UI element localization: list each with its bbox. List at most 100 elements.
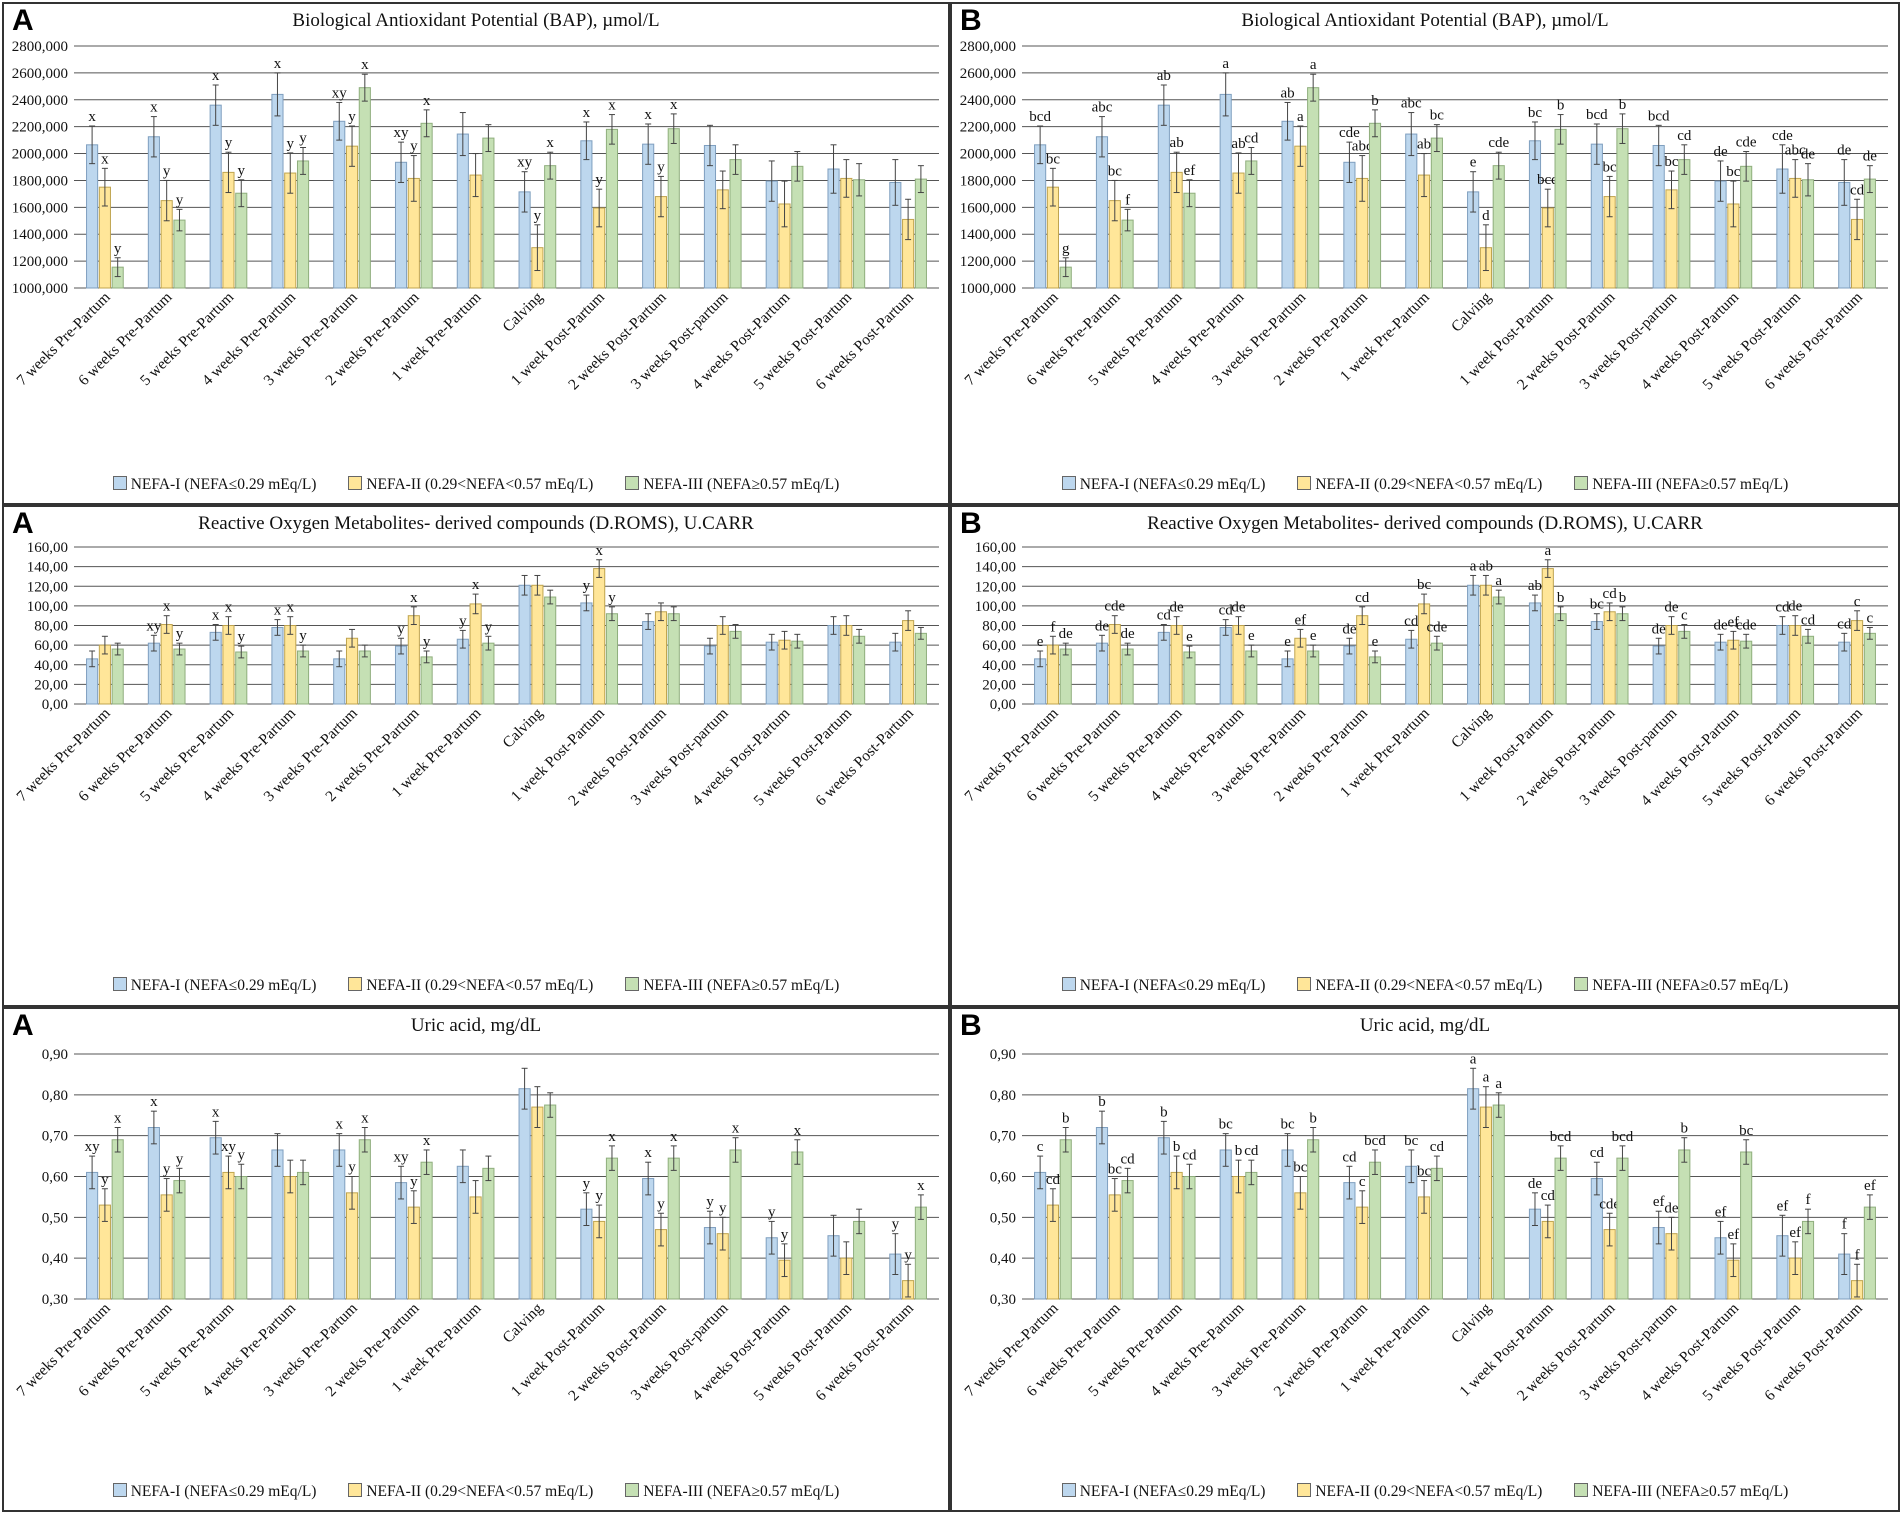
significance-letter: a [1470,558,1477,574]
significance-letter: ab [1528,578,1542,594]
legend-item-nefa1: NEFA-I (NEFA≤0.29 mEq/L) [112,476,316,494]
significance-letter: y [423,634,431,650]
chart-title: Biological Antioxidant Potential (BAP), … [1241,10,1609,31]
significance-letter: y [410,1174,418,1190]
bar [173,1180,186,1300]
y-tick-label: 0,90 [42,1047,68,1063]
significance-letter: de [1652,621,1667,637]
significance-letter: x [335,1117,343,1133]
y-tick-label: 80,00 [982,619,1016,635]
y-tick-label: 0,40 [42,1251,68,1267]
significance-letter: a [1297,109,1304,125]
significance-letter: a [1470,1051,1477,1067]
significance-letter: de [1528,1176,1543,1192]
y-tick-label: 40,00 [34,658,68,674]
bar [147,642,160,705]
bar [271,626,284,705]
bar [531,584,544,705]
bar [544,596,557,705]
panel-label: A [12,507,34,540]
legend-item-nefa1: NEFA-I (NEFA≤0.29 mEq/L) [112,977,316,995]
significance-letter: x [150,100,158,116]
y-tick-label: 1200,000 [12,254,68,270]
significance-letter: de [1664,600,1679,616]
y-tick-label: 0,50 [990,1210,1016,1226]
significance-letter: de [1059,626,1074,642]
bar [333,120,346,289]
significance-letter: c [1854,594,1861,610]
significance-letter: y [410,139,418,155]
legend-swatch [1297,977,1312,991]
significance-letter: y [287,136,295,152]
significance-letter: bc [1417,577,1432,593]
bar [1095,136,1109,289]
significance-letter: ab [1170,135,1184,151]
bar [394,1182,408,1300]
bar [222,625,235,705]
bar [853,635,866,705]
bar [1467,584,1480,705]
legend-item-nefa2: NEFA-II (0.29<NEFA<0.57 mEq/L) [348,476,593,494]
bar [1294,637,1307,705]
significance-letter: x [644,1145,652,1161]
significance-letter: bc [1528,105,1543,121]
significance-letter: cd [1244,1143,1259,1159]
significance-letter: ab [1280,85,1294,101]
legend-label: NEFA-II (0.29<NEFA<0.57 mEq/L) [366,1483,594,1500]
bar [1851,620,1864,705]
bar [1157,104,1170,289]
significance-letter: y [485,619,493,635]
bar [111,648,124,705]
significance-letter: ef [1715,1204,1727,1220]
bar [1678,630,1691,705]
significance-letter: xy [394,1149,410,1165]
y-tick-label: 60,00 [34,638,68,654]
y-tick-label: 160,00 [975,540,1016,556]
bar [456,638,469,705]
significance-letter: de [1121,626,1136,642]
significance-letter: bcd [1364,1133,1386,1149]
significance-letter: bc [1293,1160,1308,1176]
y-tick-label: 2600,000 [960,66,1016,82]
y-tick-label: 120,00 [27,579,68,595]
significance-letter: de [1837,143,1852,159]
significance-letter: bc [1108,163,1123,179]
significance-letter: bc [1108,1162,1123,1178]
bar [544,1104,557,1300]
bar [605,613,619,705]
bar [1183,192,1196,289]
bar [1492,596,1505,705]
significance-letter: abc [1401,96,1422,112]
significance-letter: y [176,1151,184,1167]
bar [544,165,557,289]
y-tick-label: 2200,000 [960,120,1016,136]
significance-letter: f [1050,619,1055,635]
significance-letter: b [1619,590,1627,606]
bar [1170,625,1183,705]
significance-letter: y [781,1227,789,1243]
significance-letter: e [1186,629,1193,645]
bar [345,145,359,289]
bar [456,1165,469,1300]
bar [173,648,186,705]
bar [482,1167,495,1300]
significance-letter: b [1309,1111,1317,1127]
significance-letter: y [176,626,184,642]
significance-letter: ef [1864,1178,1876,1194]
significance-letter: y [595,172,603,188]
legend: NEFA-I (NEFA≤0.29 mEq/L) NEFA-II (0.29<N… [952,1483,1898,1501]
bar [1554,1157,1567,1300]
significance-letter: cd [1603,586,1618,602]
significance-letter: y [299,628,307,644]
significance-letter: de [1664,1200,1679,1216]
x-tick-label: Calving [499,1300,546,1347]
bar [1307,650,1320,705]
significance-letter: de [1713,144,1728,160]
y-tick-label: 140,00 [27,560,68,576]
y-tick-label: 1400,000 [12,227,68,243]
significance-letter: xy [517,155,533,171]
bar [1281,1149,1294,1300]
significance-letter: xy [146,618,162,634]
significance-letter: e [1284,634,1291,650]
